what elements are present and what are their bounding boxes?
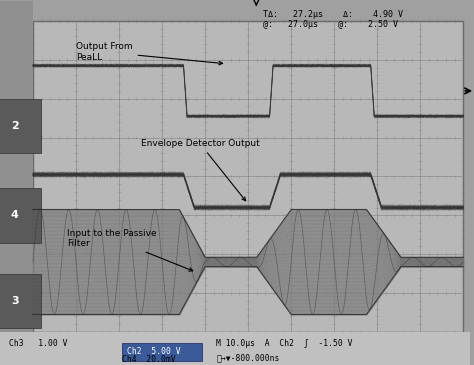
Text: Output From
PeaLL: Output From PeaLL [76,42,223,65]
Bar [0,1,33,365]
Text: 2: 2 [11,121,18,131]
Text: M 10.0μs  A  Ch2  ʃ  -1.50 V: M 10.0μs A Ch2 ʃ -1.50 V [216,339,353,349]
Text: 3: 3 [11,296,18,306]
Text: ①→▼-800.000ns: ①→▼-800.000ns [216,354,280,363]
Text: Input to the Passive
Filter: Input to the Passive Filter [67,229,193,271]
Text: Ch3   1.00 V: Ch3 1.00 V [9,339,68,349]
Text: Ch4  20.0mV: Ch4 20.0mV [122,355,176,364]
Text: TΔ:   27.2μs    Δ:    4.90 V
@:   27.0μs    @:    2.50 V: TΔ: 27.2μs Δ: 4.90 V @: 27.0μs @: 2.50 V [264,10,403,30]
Text: Envelope Detector Output: Envelope Detector Output [140,139,259,201]
Bar [122,343,202,361]
Text: Ch2  5.00 V: Ch2 5.00 V [127,347,181,356]
Bar [0,332,470,365]
Text: 4: 4 [11,210,19,220]
Bar [33,21,463,332]
